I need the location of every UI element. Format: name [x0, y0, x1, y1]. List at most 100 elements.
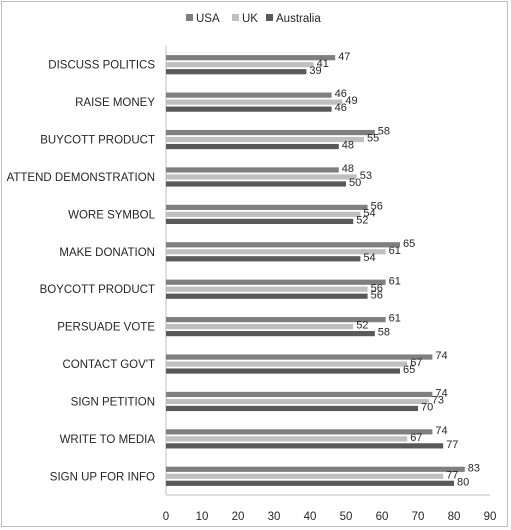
value-label-boycott-product-uk: 56 — [371, 282, 383, 294]
bar-sign-up-for-info-usa — [166, 466, 465, 472]
legend-label-uk: UK — [242, 13, 258, 25]
bar-write-to-media-australia — [166, 443, 444, 449]
bar-wore-symbol-usa — [166, 204, 368, 210]
bar-raise-money-usa — [166, 92, 332, 98]
value-label-raise-money-usa: 46 — [335, 88, 347, 100]
value-label-make-donation-usa: 65 — [403, 238, 415, 250]
category-label-wore-symbol: WORE SYMBOL — [68, 209, 156, 221]
bar-contact-gov-t-usa — [166, 354, 433, 360]
x-tick-label-90: 90 — [484, 511, 497, 523]
value-label-attend-demonstration-australia: 50 — [349, 177, 361, 189]
value-label-boycott-product-australia: 56 — [371, 289, 383, 301]
value-label-sign-petition-usa: 74 — [435, 388, 447, 400]
value-label-buycott-product-australia: 48 — [342, 140, 354, 152]
bar-raise-money-australia — [166, 106, 332, 112]
value-label-discuss-politics-uk: 41 — [317, 58, 329, 70]
bar-discuss-politics-uk — [166, 62, 314, 68]
legend-swatch-usa — [186, 14, 193, 21]
category-label-raise-money: RAISE MONEY — [75, 97, 155, 109]
value-label-contact-gov-t-usa: 74 — [435, 350, 447, 362]
legend-swatch-australia — [266, 14, 273, 21]
bar-persuade-vote-usa — [166, 317, 386, 323]
value-label-sign-petition-australia: 70 — [421, 402, 433, 414]
value-label-discuss-politics-australia: 39 — [309, 65, 321, 77]
bar-buycott-product-usa — [166, 129, 375, 136]
category-label-discuss-politics: DISCUSS POLITICS — [48, 60, 155, 72]
category-label-contact-gov-t: CONTACT GOV'T — [63, 359, 156, 371]
data-labels: 4741394649465855484853505654526561546156… — [309, 51, 480, 489]
bars — [166, 55, 465, 486]
value-label-write-to-media-uk: 67 — [410, 432, 422, 444]
value-label-raise-money-australia: 46 — [335, 102, 347, 114]
bar-boycott-product-australia — [166, 293, 368, 299]
legend-label-australia: Australia — [276, 13, 321, 25]
category-label-attend-demonstration: ATTEND DEMONSTRATION — [7, 172, 155, 184]
value-label-discuss-politics-usa: 47 — [338, 51, 350, 63]
x-tick-label-80: 80 — [448, 511, 461, 523]
bar-discuss-politics-usa — [166, 55, 336, 61]
x-tick-label-30: 30 — [268, 511, 281, 523]
x-tick-label-0: 0 — [163, 511, 169, 523]
value-label-wore-symbol-australia: 52 — [356, 214, 368, 226]
value-label-persuade-vote-usa: 61 — [389, 313, 401, 325]
bar-sign-up-for-info-australia — [166, 480, 454, 486]
value-label-make-donation-uk: 61 — [389, 245, 401, 257]
bar-raise-money-uk — [166, 99, 343, 105]
value-label-buycott-product-usa: 58 — [378, 126, 390, 138]
category-label-make-donation: MAKE DONATION — [59, 247, 155, 259]
category-label-sign-up-for-info: SIGN UP FOR INFO — [50, 471, 155, 483]
value-label-write-to-media-australia: 77 — [446, 439, 458, 451]
x-tick-label-60: 60 — [376, 511, 389, 523]
value-label-wore-symbol-usa: 56 — [371, 200, 383, 212]
bar-contact-gov-t-australia — [166, 368, 400, 374]
value-label-attend-demonstration-uk: 53 — [360, 170, 372, 182]
value-label-contact-gov-t-australia: 65 — [403, 364, 415, 376]
category-label-buycott-product: BUYCOTT PRODUCT — [40, 135, 155, 147]
bar-buycott-product-australia — [166, 143, 339, 150]
legend: USA UK Australia — [186, 13, 321, 25]
bar-boycott-product-usa — [166, 279, 386, 285]
bar-persuade-vote-australia — [166, 331, 375, 337]
x-axis: 0 10 20 30 40 50 60 70 80 90 — [163, 46, 497, 523]
value-label-sign-up-for-info-usa: 83 — [468, 462, 480, 474]
bar-attend-demonstration-australia — [166, 181, 346, 187]
category-label-persuade-vote: PERSUADE VOTE — [57, 322, 155, 334]
bar-attend-demonstration-uk — [166, 174, 357, 180]
value-label-sign-up-for-info-australia: 80 — [457, 476, 469, 488]
category-labels: DISCUSS POLITICS RAISE MONEY BUYCOTT PRODU… — [7, 60, 156, 484]
value-label-persuade-vote-uk: 52 — [356, 320, 368, 332]
value-label-attend-demonstration-usa: 48 — [342, 163, 354, 175]
x-tick-label-10: 10 — [196, 511, 209, 523]
bar-wore-symbol-uk — [166, 211, 361, 217]
value-label-wore-symbol-uk: 54 — [363, 207, 375, 219]
value-label-make-donation-australia: 54 — [363, 252, 375, 264]
bar-make-donation-australia — [166, 256, 361, 262]
bar-wore-symbol-australia — [166, 218, 354, 224]
bar-persuade-vote-uk — [166, 324, 354, 330]
category-label-sign-petition: SIGN PETITION — [71, 396, 155, 408]
value-label-contact-gov-t-uk: 67 — [410, 357, 422, 369]
bar-buycott-product-uk — [166, 136, 364, 143]
bar-write-to-media-uk — [166, 436, 408, 442]
bar-make-donation-usa — [166, 242, 400, 248]
bar-attend-demonstration-usa — [166, 167, 339, 173]
value-label-sign-petition-uk: 73 — [432, 395, 444, 407]
bar-boycott-product-uk — [166, 286, 368, 292]
legend-swatch-uk — [232, 14, 239, 21]
bar-contact-gov-t-uk — [166, 361, 408, 367]
bar-sign-petition-usa — [166, 391, 433, 398]
value-label-raise-money-uk: 49 — [345, 95, 357, 107]
legend-label-usa: USA — [196, 13, 220, 25]
value-label-sign-up-for-info-uk: 77 — [446, 469, 458, 481]
bar-write-to-media-usa — [166, 429, 433, 435]
value-label-persuade-vote-australia: 58 — [378, 327, 390, 339]
x-tick-label-20: 20 — [232, 511, 245, 523]
bar-discuss-politics-australia — [166, 69, 307, 75]
value-label-boycott-product-usa: 61 — [389, 275, 401, 287]
x-tick-label-40: 40 — [304, 511, 317, 523]
category-label-write-to-media: WRITE TO MEDIA — [60, 434, 156, 446]
x-tick-label-70: 70 — [412, 511, 425, 523]
bar-sign-petition-australia — [166, 405, 418, 412]
bar-make-donation-uk — [166, 249, 386, 255]
